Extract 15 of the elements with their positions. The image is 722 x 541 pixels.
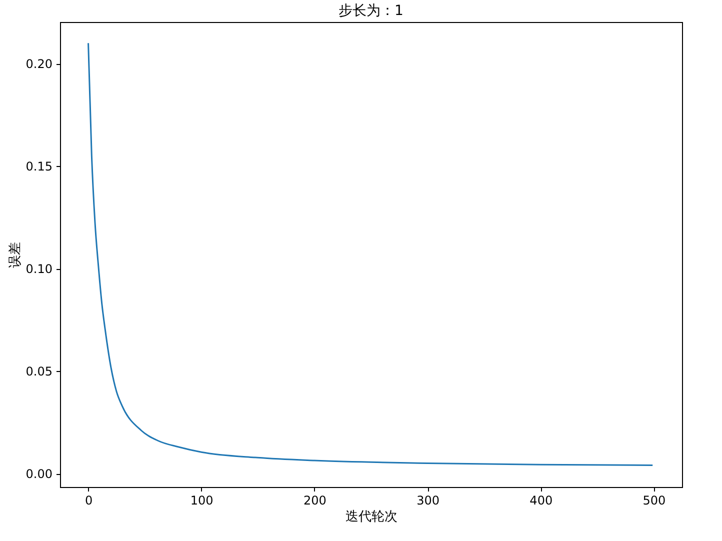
y-tick-label: 0.05	[26, 364, 52, 379]
x-tick-label: 300	[416, 494, 440, 508]
chart-title: 步长为：1	[338, 3, 404, 19]
x-tick-label: 0	[84, 494, 93, 508]
x-tick-label: 200	[304, 494, 326, 508]
y-axis-title: 误差	[8, 242, 23, 268]
x-tick-label: 100	[190, 494, 214, 508]
x-axis-title: 迭代轮次	[346, 510, 398, 524]
x-tick-label: 500	[642, 494, 666, 508]
y-tick-label: 0.15	[26, 160, 52, 174]
x-tick-label: 400	[530, 494, 553, 508]
y-tick-label: 0.20	[26, 57, 52, 72]
y-tick-label: 0.10	[26, 262, 52, 276]
line-series	[88, 42, 654, 466]
y-tick-label: 0.00	[26, 467, 52, 482]
